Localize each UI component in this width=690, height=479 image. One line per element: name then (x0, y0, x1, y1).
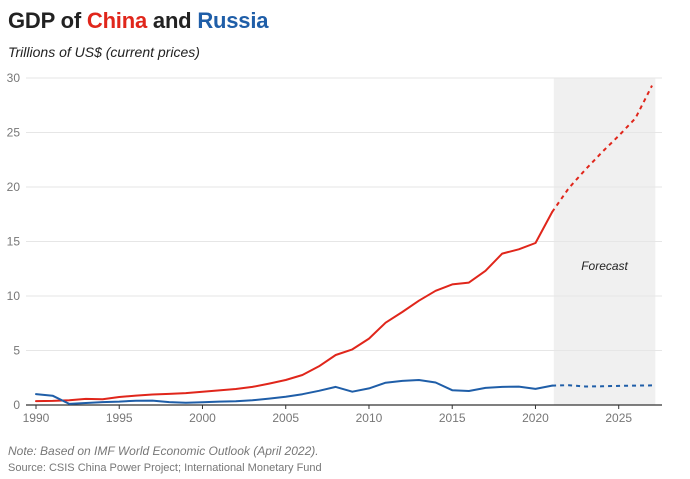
x-tick-label-2025: 2025 (605, 411, 632, 425)
title-prefix: GDP of (8, 8, 87, 33)
chart-source: Source: CSIS China Power Project; Intern… (8, 462, 322, 474)
page-title: GDP of China and Russia (8, 4, 268, 38)
y-tick-label-10: 10 (7, 289, 21, 303)
x-tick-label-1995: 1995 (106, 411, 133, 425)
y-tick-label-5: 5 (13, 344, 20, 358)
forecast-label: Forecast (581, 259, 628, 273)
y-tick-label-25: 25 (7, 126, 21, 140)
title-russia: Russia (197, 8, 269, 33)
x-tick-label-2010: 2010 (356, 411, 383, 425)
series-forecast-line-russia (552, 384, 653, 388)
y-tick-label-20: 20 (7, 180, 21, 194)
chart-note: Note: Based on IMF World Economic Outloo… (8, 444, 319, 458)
chart-subtitle: Trillions of US$ (current prices) (8, 44, 200, 60)
y-tick-label-30: 30 (7, 71, 21, 85)
y-tick-label-0: 0 (13, 398, 20, 412)
title-and: and (147, 8, 198, 33)
x-tick-label-2005: 2005 (272, 411, 299, 425)
title-china: China (86, 8, 147, 33)
y-tick-label-15: 15 (7, 235, 21, 249)
x-tick-label-1990: 1990 (23, 411, 50, 425)
series-line-china (35, 211, 554, 403)
x-tick-label-2015: 2015 (439, 411, 466, 425)
x-tick-label-2000: 2000 (189, 411, 216, 425)
x-tick-label-2020: 2020 (522, 411, 549, 425)
series-line-russia (35, 379, 554, 405)
